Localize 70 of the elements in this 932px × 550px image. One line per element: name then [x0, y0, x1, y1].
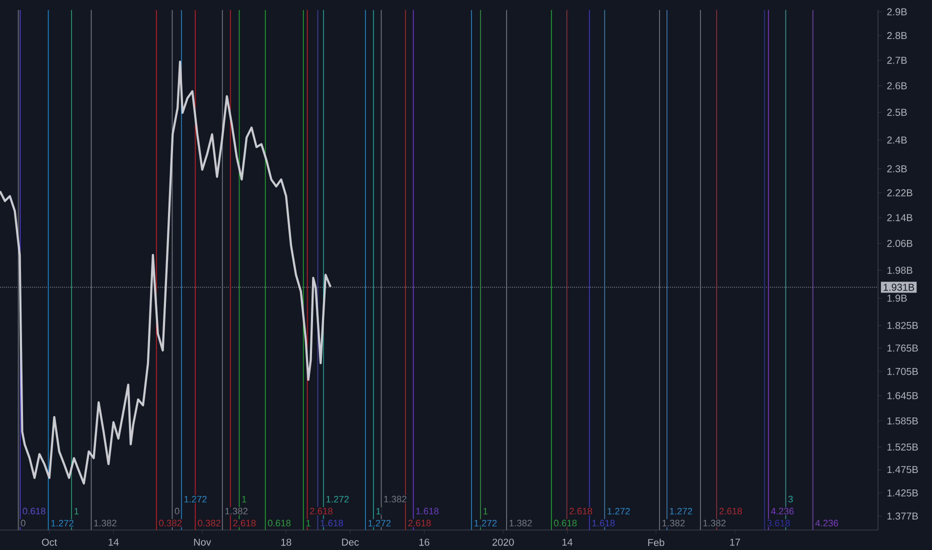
- x-tick-label: 14: [108, 538, 119, 546]
- ref-line-label: 1: [484, 508, 488, 514]
- ref-line-label: 1.382: [225, 508, 248, 514]
- ref-line-label: 4.236: [815, 520, 838, 526]
- ref-line-label: 0.618: [22, 508, 46, 514]
- ref-line-label: 1.272: [368, 520, 391, 526]
- ref-line-label: 2.618: [570, 508, 592, 514]
- y-tick-label: 1.705B: [887, 368, 918, 376]
- y-tick-label: 1.377B: [887, 512, 918, 520]
- y-tick-label: 2.5B: [887, 108, 907, 116]
- x-tick-label: Nov: [194, 538, 212, 546]
- ref-line-label: 0.618: [554, 520, 577, 526]
- ref-line-label: 0.382: [159, 520, 182, 526]
- ref-line-label: 1.272: [51, 520, 74, 526]
- y-tick-label: 2.8B: [887, 32, 907, 40]
- ref-line-label: 0: [20, 520, 26, 526]
- y-tick-label: 2.4B: [887, 136, 907, 144]
- ref-line-label: 3: [788, 496, 793, 502]
- ref-line-label: 1.272: [670, 508, 692, 514]
- ref-line-label: 3.618: [767, 520, 790, 526]
- ref-line-label: 1.272: [326, 496, 349, 502]
- y-tick-label: 2.6B: [887, 82, 907, 90]
- ref-line-label: 1.382: [384, 496, 406, 502]
- y-tick-label: 2.14B: [887, 214, 912, 222]
- ref-line-label: 1.382: [703, 520, 726, 526]
- ref-line-label: 1.618: [320, 520, 343, 526]
- ref-line-label: 1.618: [592, 520, 615, 526]
- ref-line-label: 1: [74, 508, 79, 514]
- y-tick-label: 2.3B: [887, 165, 907, 172]
- ref-line-label: 1: [376, 508, 380, 514]
- ref-line-label: 1.382: [510, 520, 532, 526]
- y-tick-label: 2.9B: [887, 8, 907, 16]
- y-tick-label: 1.525B: [887, 443, 918, 451]
- x-tick-label: 14: [562, 538, 573, 546]
- y-tick-label: 2.22B: [887, 189, 912, 196]
- y-tick-label: 1.585B: [887, 417, 918, 424]
- ref-line-label: 1.382: [662, 520, 685, 526]
- ref-line-label: 2.618: [310, 508, 332, 514]
- x-tick-label: 17: [730, 538, 740, 546]
- ref-line-label: 4.236: [770, 508, 794, 514]
- ref-line-label: 0.618: [268, 520, 291, 526]
- x-tick-label: Dec: [342, 538, 359, 546]
- ref-line-label: 1.272: [184, 496, 207, 502]
- x-tick-label: Oct: [42, 538, 58, 546]
- ref-line-label: 0.382: [198, 520, 220, 526]
- ref-line-label: 1.618: [416, 508, 439, 514]
- ref-line-label: 1.382: [94, 520, 116, 526]
- ref-line-label: 2.618: [719, 508, 742, 514]
- line-series: [0, 60, 332, 485]
- ref-line-label: 2.618: [408, 520, 431, 526]
- y-tick-label: 1.645B: [887, 392, 918, 400]
- y-tick-label: 1.98B: [887, 266, 912, 274]
- ref-line-label: 1: [306, 520, 310, 526]
- x-tick-label: 18: [281, 538, 292, 546]
- y-tick-label: 1.425B: [887, 489, 918, 496]
- x-tick-label: Feb: [648, 538, 664, 546]
- y-tick-label: 2.7B: [887, 56, 907, 64]
- y-tick-label: 1.825B: [887, 322, 918, 330]
- ref-line-label: 1.931B: [884, 284, 914, 291]
- x-tick-label: 2020: [492, 538, 514, 546]
- y-tick-label: 2.06B: [887, 240, 912, 247]
- ref-line-label: 1: [242, 496, 246, 502]
- ref-line-label: 2.618: [233, 520, 256, 526]
- ref-line-label: 1.272: [474, 520, 497, 526]
- y-tick-label: 1.765B: [887, 344, 918, 352]
- y-tick-label: 1.9B: [887, 294, 907, 302]
- ref-line-label: 1.272: [608, 508, 630, 514]
- ref-line-label: 0: [174, 508, 180, 514]
- y-tick-label: 1.475B: [887, 466, 918, 474]
- x-tick-label: 16: [419, 538, 430, 546]
